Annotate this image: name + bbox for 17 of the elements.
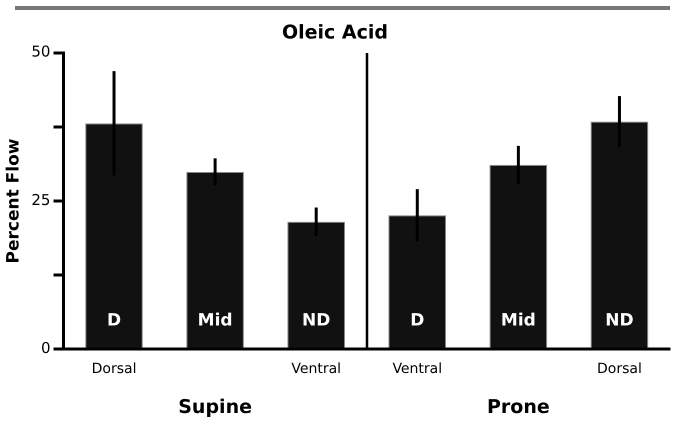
text: Supine <box>178 396 252 418</box>
data-label: Mid <box>198 310 233 331</box>
data-label: Mid <box>500 310 536 331</box>
y-tick-label: 50 <box>31 42 50 61</box>
data-label: D <box>106 310 122 331</box>
x-tick-label: Ventral <box>392 361 442 378</box>
text: Prone <box>486 396 550 418</box>
x-tick-label: Dorsal <box>597 361 642 378</box>
data-label: ND <box>605 310 634 331</box>
y-tick-label: 25 <box>31 190 50 209</box>
data-label: ND <box>302 310 330 331</box>
x-tick-label: Dorsal <box>92 361 136 378</box>
chart-title: Oleic Acid <box>282 21 388 44</box>
y-tick-label: 0 <box>40 339 50 358</box>
x-tick-label: Ventral <box>291 361 342 378</box>
data-label: D <box>410 310 424 331</box>
y-axis-title: Percent Flow <box>4 138 24 264</box>
